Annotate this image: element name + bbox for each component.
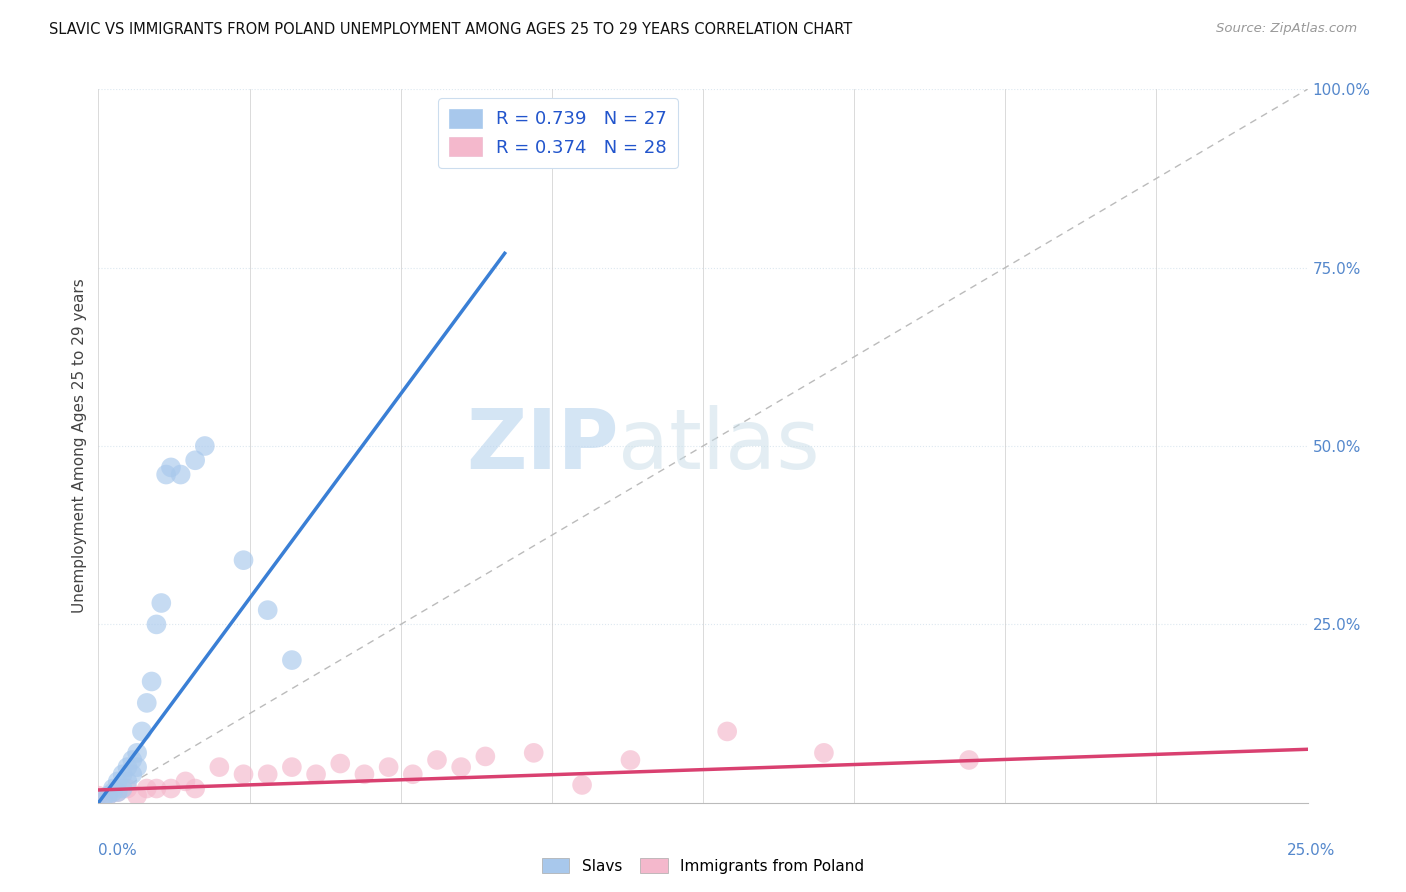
Point xyxy=(107,785,129,799)
Text: atlas: atlas xyxy=(619,406,820,486)
Point xyxy=(101,781,124,796)
Point xyxy=(117,781,139,796)
Text: 0.0%: 0.0% xyxy=(98,843,138,858)
Point xyxy=(107,774,129,789)
Point xyxy=(256,603,278,617)
Point xyxy=(160,460,183,475)
Point xyxy=(135,696,157,710)
Point xyxy=(571,778,593,792)
Point xyxy=(232,767,254,781)
Point xyxy=(353,767,375,781)
Legend: R = 0.739   N = 27, R = 0.374   N = 28: R = 0.739 N = 27, R = 0.374 N = 28 xyxy=(439,98,678,168)
Point xyxy=(131,724,153,739)
Point xyxy=(87,789,110,803)
Point xyxy=(145,781,167,796)
Point xyxy=(523,746,546,760)
Point xyxy=(111,781,134,796)
Point xyxy=(184,781,207,796)
Point xyxy=(160,781,183,796)
Point xyxy=(107,785,129,799)
Point xyxy=(232,553,254,567)
Point xyxy=(174,774,197,789)
Text: SLAVIC VS IMMIGRANTS FROM POLAND UNEMPLOYMENT AMONG AGES 25 TO 29 YEARS CORRELAT: SLAVIC VS IMMIGRANTS FROM POLAND UNEMPLO… xyxy=(49,22,852,37)
Point xyxy=(127,760,149,774)
Point xyxy=(150,596,173,610)
Point xyxy=(135,781,157,796)
Point xyxy=(155,467,177,482)
Point xyxy=(281,760,304,774)
Point xyxy=(169,467,191,482)
Point xyxy=(305,767,328,781)
Point xyxy=(474,749,496,764)
Point xyxy=(256,767,278,781)
Point xyxy=(329,756,352,771)
Point xyxy=(377,760,399,774)
Point xyxy=(117,774,139,789)
Point xyxy=(111,767,134,781)
Point xyxy=(426,753,449,767)
Point xyxy=(121,767,143,781)
Point xyxy=(619,753,641,767)
Point xyxy=(184,453,207,467)
Y-axis label: Unemployment Among Ages 25 to 29 years: Unemployment Among Ages 25 to 29 years xyxy=(72,278,87,614)
Point xyxy=(208,760,231,774)
Point xyxy=(127,789,149,803)
Point xyxy=(91,792,114,806)
Point xyxy=(97,789,120,803)
Text: 25.0%: 25.0% xyxy=(1288,843,1336,858)
Point xyxy=(117,760,139,774)
Point xyxy=(145,617,167,632)
Point xyxy=(450,760,472,774)
Text: Source: ZipAtlas.com: Source: ZipAtlas.com xyxy=(1216,22,1357,36)
Point xyxy=(716,724,738,739)
Point xyxy=(281,653,304,667)
Point xyxy=(402,767,425,781)
Point xyxy=(957,753,980,767)
Point xyxy=(141,674,163,689)
Point xyxy=(101,785,124,799)
Text: ZIP: ZIP xyxy=(465,406,619,486)
Point xyxy=(97,789,120,803)
Point xyxy=(121,753,143,767)
Point xyxy=(194,439,217,453)
Legend: Slavs, Immigrants from Poland: Slavs, Immigrants from Poland xyxy=(536,852,870,880)
Point xyxy=(813,746,835,760)
Point xyxy=(127,746,149,760)
